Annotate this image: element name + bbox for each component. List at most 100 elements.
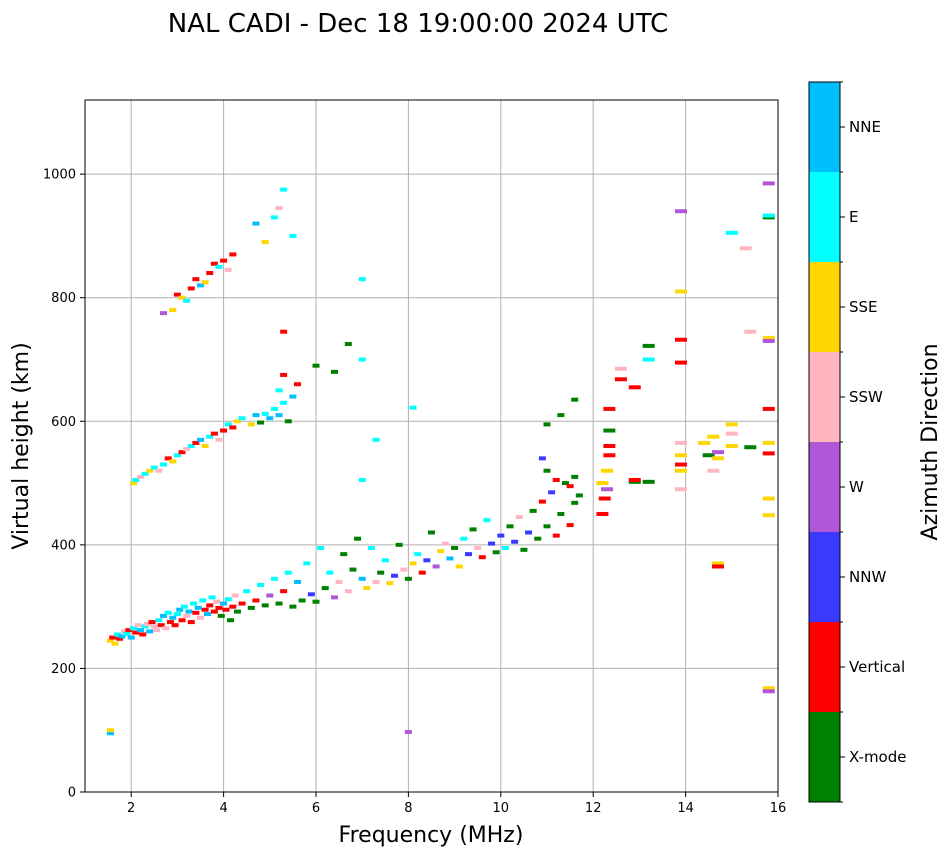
data-point-w (674, 209, 687, 214)
colorbar-frame (808, 81, 841, 803)
data-point-sse (596, 481, 609, 486)
data-point-e (261, 411, 269, 416)
data-point-ssw (344, 589, 352, 594)
data-point-ssw (213, 599, 221, 604)
data-point-sse (386, 581, 394, 586)
data-point-vertical (222, 607, 230, 612)
data-point-ssw (162, 626, 170, 631)
data-point-nnw (525, 530, 533, 535)
data-point-nnw (497, 533, 505, 538)
y-tick-label: 1000 (43, 168, 76, 183)
data-point-vertical (157, 623, 165, 628)
data-point-x-mode (257, 420, 265, 425)
x-tick-label: 8 (404, 801, 412, 816)
data-point-ssw (614, 366, 627, 371)
data-point-vertical (762, 451, 775, 456)
data-point-sse (711, 561, 724, 566)
data-point-x-mode (469, 527, 477, 532)
data-point-vertical (566, 484, 574, 489)
colorbar-segment (809, 712, 840, 802)
data-point-ssw (231, 593, 239, 598)
data-point-vertical (192, 277, 200, 282)
data-point-nne (197, 283, 204, 288)
data-point-vertical (192, 440, 200, 445)
data-point-nne (160, 613, 168, 618)
data-point-vertical (538, 499, 546, 504)
data-point-e (224, 597, 232, 602)
data-point-x-mode (247, 605, 255, 610)
data-point-e (215, 264, 223, 269)
data-point-w (160, 311, 168, 316)
data-point-w (601, 487, 614, 492)
data-point-x-mode (520, 547, 528, 552)
y-tick-label: 400 (51, 538, 76, 553)
data-point-vertical (210, 261, 218, 266)
data-point-e (317, 545, 325, 550)
data-point-e (173, 612, 181, 617)
data-point-x-mode (233, 609, 241, 614)
data-point-nnw (423, 558, 431, 563)
data-point-x-mode (642, 479, 655, 484)
data-point-nne (118, 634, 126, 639)
data-point-nnw (538, 456, 546, 461)
data-point-nne (106, 731, 114, 736)
data-point-e (289, 233, 297, 238)
data-point-ssw (372, 579, 380, 584)
data-point-e (280, 400, 288, 405)
data-point-vertical (192, 610, 200, 615)
data-point-sse (707, 434, 720, 439)
x-tick-label: 14 (677, 801, 694, 816)
data-point-nne (176, 607, 184, 612)
data-point-e (409, 405, 417, 410)
data-point-x-mode (492, 550, 500, 555)
data-point-sse (674, 289, 687, 294)
data-point-x-mode (275, 601, 283, 606)
data-point-vertical (109, 635, 117, 640)
data-point-vertical (178, 450, 186, 455)
data-point-x-mode (340, 552, 348, 557)
data-point-e (130, 626, 138, 631)
data-point-e (725, 230, 738, 235)
data-point-ssw (725, 431, 738, 436)
data-point-x-mode (354, 536, 362, 541)
data-point-vertical (603, 406, 616, 411)
data-point-e (141, 471, 149, 476)
data-point-x-mode (642, 343, 655, 348)
data-point-e (275, 388, 283, 393)
data-point-e (183, 298, 191, 303)
data-point-e (180, 604, 188, 609)
data-point-w (762, 338, 775, 343)
data-point-w (432, 564, 440, 569)
data-point-vertical (220, 258, 228, 263)
data-point-ssw (224, 267, 232, 272)
data-point-sse (106, 638, 114, 643)
data-point-vertical (762, 406, 775, 411)
data-point-x-mode (557, 511, 565, 516)
data-point-vertical (220, 428, 228, 433)
data-point-ssw (739, 246, 752, 251)
data-point-sse (111, 641, 119, 646)
data-point-e (123, 631, 131, 636)
data-point-sse (178, 295, 186, 300)
data-point-sse (437, 549, 445, 554)
data-point-ssw (153, 628, 161, 633)
data-point-x-mode (561, 481, 569, 486)
data-point-vertical (116, 636, 124, 641)
data-point-e (358, 357, 366, 362)
data-point-w (711, 450, 724, 455)
data-point-x-mode (321, 586, 329, 591)
data-point-x-mode (534, 536, 542, 541)
data-point-x-mode (404, 576, 412, 581)
data-point-sse (130, 481, 138, 486)
data-point-nne (252, 413, 260, 418)
data-point-vertical (598, 496, 611, 501)
x-axis-label: Frequency (MHz) (339, 823, 524, 848)
data-point-x-mode (284, 419, 292, 424)
data-point-e (257, 583, 265, 588)
chart-title: NAL CADI - Dec 18 19:00:00 2024 UTC (168, 9, 668, 39)
data-point-e (132, 477, 140, 482)
data-point-e (381, 558, 389, 563)
data-point-x-mode (543, 422, 551, 427)
data-point-x-mode (428, 530, 435, 535)
y-tick-label: 600 (51, 415, 76, 430)
